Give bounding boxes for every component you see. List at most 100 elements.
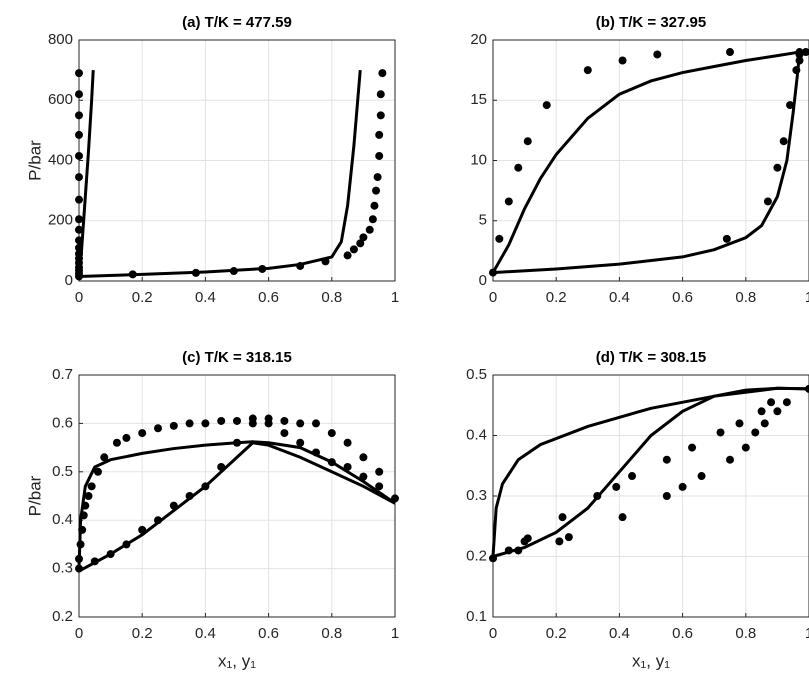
data-point [564, 533, 573, 542]
data-point [767, 398, 776, 407]
data-point [233, 416, 241, 425]
x-tick-label: 0.6 [258, 625, 279, 642]
data-point [327, 458, 336, 467]
data-point [75, 236, 83, 245]
axes-box [492, 39, 809, 282]
y-tick-label: 800 [48, 31, 73, 48]
x-tick-label: 0.2 [132, 289, 153, 306]
data-point [618, 513, 627, 522]
data-point [356, 239, 365, 248]
data-point [343, 251, 352, 260]
data-point [154, 516, 162, 525]
data-point [138, 525, 147, 534]
data-point [489, 268, 497, 277]
data-point [628, 472, 637, 481]
data-point [372, 186, 381, 195]
data-point [75, 130, 83, 139]
data-point [688, 443, 697, 452]
x-tick-label: 0.8 [321, 625, 342, 642]
data-point [90, 557, 99, 566]
y-tick-label: 10 [470, 151, 487, 168]
x-tick-label: 0.2 [546, 625, 567, 642]
data-point [542, 101, 551, 110]
data-point [75, 564, 83, 573]
data-point [359, 233, 368, 242]
data-point [296, 261, 305, 270]
y-axis-label: P/bar [25, 475, 44, 516]
x-tick-label: 0 [75, 625, 83, 642]
y-tick-label: 0.4 [466, 426, 487, 443]
data-point [264, 419, 273, 428]
data-point [122, 540, 131, 549]
data-point [741, 443, 750, 452]
x-tick-label: 0 [489, 289, 497, 306]
data-point [75, 111, 83, 120]
data-point [75, 173, 83, 182]
data-point [217, 416, 226, 425]
data-point [75, 69, 83, 78]
data-point [122, 433, 131, 442]
data-point [169, 501, 178, 510]
panel: 0 0.2 0.4 0.6 0.8 1 0 200 400 600 800 (a) T/K = 477… [25, 14, 399, 306]
x-tick-label: 0.6 [672, 625, 693, 642]
data-point [792, 66, 801, 75]
data-point [514, 546, 523, 555]
data-point [75, 215, 83, 224]
data-point [662, 492, 671, 500]
data-point [373, 173, 382, 182]
data-point [504, 546, 513, 555]
data-point [618, 56, 627, 65]
data-point [280, 429, 289, 438]
x-tick-label: 0.8 [735, 289, 756, 306]
x-tick-label: 0 [75, 289, 83, 306]
data-point [697, 472, 706, 481]
data-point [217, 462, 226, 471]
data-point [376, 111, 385, 120]
y-tick-label: 0.4 [52, 511, 73, 528]
axes-box [78, 374, 396, 618]
x-tick-label: 0.4 [609, 289, 630, 306]
data-point [359, 472, 368, 481]
data-point [75, 243, 83, 252]
panel-title: (c) T/K = 318.15 [182, 349, 292, 366]
data-point [201, 419, 210, 428]
x-tick-label: 0.2 [546, 289, 567, 306]
data-point [75, 195, 83, 204]
data-point [138, 429, 147, 438]
curve [78, 441, 396, 573]
data-point [558, 513, 567, 522]
data-point [312, 419, 320, 428]
panel-title: (a) T/K = 477.59 [182, 14, 292, 31]
data-point [805, 384, 809, 393]
data-point [523, 534, 532, 543]
x-tick-label: 0.6 [258, 289, 279, 306]
data-point [795, 56, 804, 65]
axes-box [78, 39, 396, 282]
data-point [75, 249, 83, 258]
curve [491, 386, 809, 557]
data-point [514, 163, 523, 172]
x-tick-label: 0.4 [609, 625, 630, 642]
data-point [201, 482, 210, 491]
data-point [233, 438, 241, 447]
panel-title: (d) T/K = 308.15 [596, 349, 706, 366]
data-point [678, 482, 687, 491]
data-point [722, 234, 731, 243]
x-tick-label: 0.8 [321, 289, 342, 306]
data-point [751, 428, 760, 437]
x-tick-label: 1 [805, 289, 809, 306]
data-point [185, 492, 194, 500]
x-tick-label: 1 [391, 625, 399, 642]
curve [491, 50, 800, 274]
data-point [376, 90, 385, 99]
data-point [100, 453, 109, 462]
data-point [191, 268, 200, 277]
x-tick-label: 1 [805, 625, 809, 642]
x-tick-label: 0.4 [195, 625, 216, 642]
data-point [365, 225, 374, 234]
data-point [312, 448, 320, 457]
y-tick-label: 0 [479, 272, 487, 289]
data-point [555, 537, 564, 546]
data-point [76, 540, 85, 549]
data-point [760, 419, 769, 428]
